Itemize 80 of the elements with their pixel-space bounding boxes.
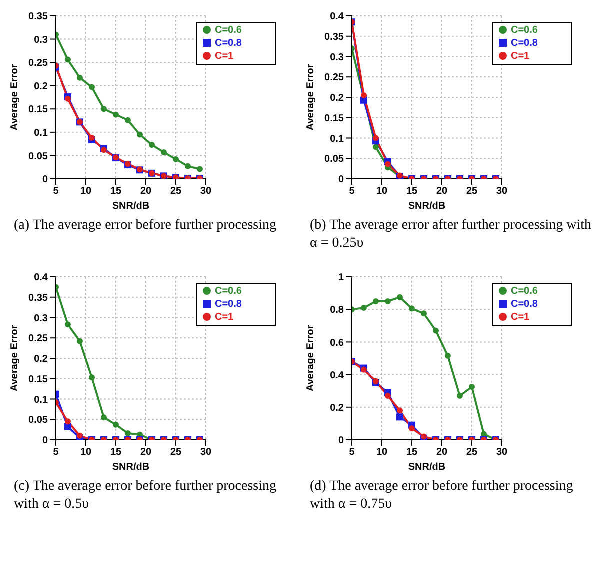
legend-label: C=0.6: [511, 286, 538, 297]
y-tick-label: 0.4: [330, 370, 344, 382]
y-tick-label: 0.3: [330, 52, 344, 64]
y-tick-label: 0.35: [324, 32, 344, 43]
x-axis-title: SNR/dB: [112, 201, 150, 212]
legend-label: C=1: [215, 312, 234, 323]
legend-label: C=0.8: [511, 38, 538, 49]
x-tick-label: 20: [140, 186, 152, 198]
x-axis-title: SNR/dB: [112, 462, 150, 473]
x-tick-label: 30: [496, 447, 508, 458]
x-tick-label: 25: [170, 186, 182, 198]
y-tick-label: 0.1: [34, 394, 48, 406]
x-axis-title: SNR/dB: [408, 462, 446, 473]
y-tick-label: 0.4: [34, 272, 48, 284]
y-tick-label: 0.05: [28, 415, 48, 426]
x-tick-label: 10: [80, 447, 92, 458]
y-tick-label: 0.15: [28, 374, 48, 386]
legend-label: C=0.8: [215, 299, 242, 310]
x-tick-label: 5: [53, 186, 60, 198]
y-tick-label: 0.25: [28, 334, 48, 345]
y-tick-label: 0.35: [28, 292, 48, 304]
legend-label: C=0.6: [215, 25, 242, 36]
legend-label: C=0.8: [215, 38, 242, 49]
legend-label: C=0.8: [511, 299, 538, 310]
y-tick-label: 0: [42, 174, 48, 186]
text: (a) The average error before further processing: [13, 217, 278, 235]
y-axis-title: Average Error: [306, 325, 317, 392]
x-tick-label: 15: [110, 447, 122, 458]
y-tick-label: 0.2: [34, 354, 48, 366]
y-tick-label: 0.05: [324, 154, 344, 166]
legend-label: C=1: [511, 312, 530, 323]
text: (d) The average error before further processing with α = 0.75υ: [309, 478, 574, 514]
y-tick-label: 0.25: [324, 72, 344, 84]
legend-label: C=0.6: [511, 25, 538, 36]
y-tick-label: 1: [338, 272, 344, 284]
x-tick-label: 5: [53, 447, 60, 458]
x-tick-label: 5: [349, 186, 356, 198]
x-tick-label: 15: [110, 186, 122, 198]
x-tick-label: 20: [436, 186, 448, 198]
y-tick-label: 0.15: [28, 104, 48, 116]
legend-label: C=0.6: [215, 286, 242, 297]
y-tick-label: 0: [338, 436, 344, 447]
y-axis-title: Average Error: [10, 325, 21, 392]
x-tick-label: 5: [349, 447, 356, 458]
y-tick-label: 0.2: [34, 81, 48, 92]
x-tick-label: 30: [200, 186, 212, 198]
y-tick-label: 0.1: [34, 128, 48, 139]
x-tick-label: 20: [436, 447, 448, 458]
legend-label: C=1: [511, 51, 530, 62]
y-tick-label: 0.25: [28, 58, 48, 70]
y-tick-label: 0.2: [330, 402, 344, 414]
x-tick-label: 10: [376, 447, 388, 458]
y-tick-label: 0.2: [330, 93, 344, 104]
y-tick-label: 0.35: [28, 12, 48, 23]
x-tick-label: 10: [376, 186, 388, 198]
x-tick-label: 25: [170, 447, 182, 458]
x-axis-title: SNR/dB: [408, 201, 446, 212]
legend-label: C=1: [215, 51, 234, 62]
y-tick-label: 0: [42, 436, 48, 447]
x-tick-label: 15: [406, 447, 418, 458]
y-tick-label: 0.4: [330, 12, 344, 23]
y-tick-label: 0.3: [34, 34, 48, 46]
x-tick-label: 30: [496, 186, 508, 198]
y-tick-label: 0.15: [324, 113, 344, 124]
text: (b) The average error after further processing with α = 0.25υ: [309, 217, 593, 253]
x-tick-label: 10: [80, 186, 92, 198]
y-tick-label: 0.8: [330, 305, 344, 316]
x-tick-label: 25: [466, 447, 478, 458]
text: (c) The average error before further processing with α = 0.5υ: [13, 478, 278, 514]
x-tick-label: 30: [200, 447, 212, 458]
x-tick-label: 25: [466, 186, 478, 198]
y-tick-label: 0.6: [330, 338, 344, 349]
y-tick-label: 0.05: [28, 151, 48, 162]
x-tick-label: 20: [140, 447, 152, 458]
y-axis-title: Average Error: [306, 64, 317, 131]
y-axis-title: Average Error: [10, 64, 21, 131]
y-tick-label: 0: [338, 174, 344, 186]
x-tick-label: 15: [406, 186, 418, 198]
y-tick-label: 0.3: [34, 313, 48, 324]
y-tick-label: 0.1: [330, 134, 344, 145]
